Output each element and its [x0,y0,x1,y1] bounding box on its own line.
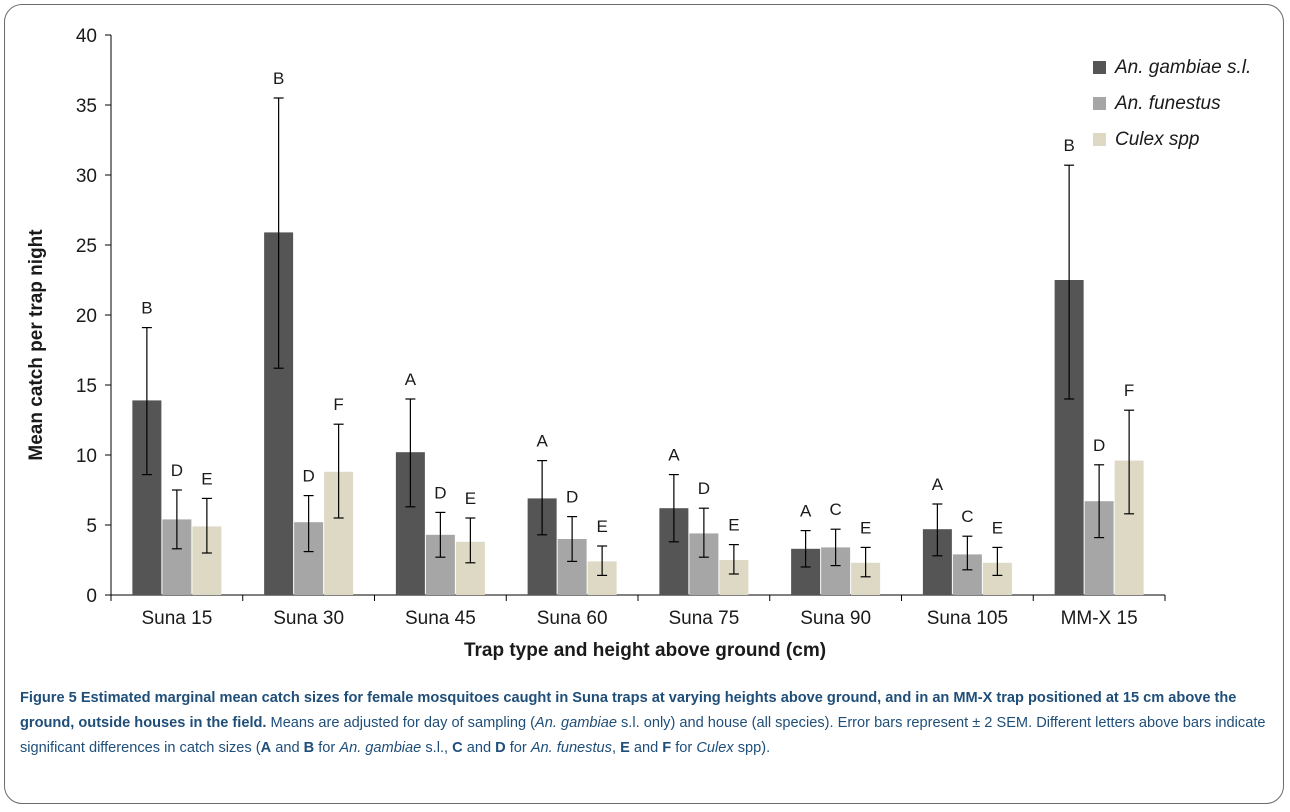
caption-text: and [629,740,663,756]
y-tick-label: 30 [76,166,97,187]
figure-label: Figure 5 [20,690,77,706]
caption-italic: An. funestus [530,740,612,756]
caption-bold: B [303,740,315,756]
legend-swatch [1093,61,1106,74]
figure-title: Estimated marginal mean catch sizes for … [20,690,1237,731]
bar-chart: 0 5 10 15 20 25 30 35 40 Suna 15 Suna 30 Suna 45 Sun… [26,26,1251,661]
x-tick-label: Suna 45 [405,608,476,629]
y-axis-label: Mean catch per trap night [26,229,47,461]
significance-letter: D [698,479,710,498]
x-tick-label: Suna 60 [537,608,608,629]
legend-swatch [1093,133,1106,146]
legend: An. gambiae s.l. An. funestus Culex spp [1093,57,1251,150]
caption-italic: An. gambiae [535,715,617,731]
x-tick-label: Suna 30 [273,608,344,629]
significance-letter: D [1093,436,1105,455]
significance-letter: D [302,467,314,486]
y-tick-label: 35 [76,96,97,117]
y-tick-label: 15 [76,376,97,397]
significance-letter: F [1124,381,1134,400]
legend-label: Culex spp [1115,129,1200,150]
significance-letter: E [596,517,607,536]
axes: 0 5 10 15 20 25 30 35 40 Suna 15 Suna 30 Suna 45 Sun… [76,26,1166,629]
y-tick-label: 0 [86,586,97,607]
caption-text: spp). [733,740,771,756]
x-tick-label: Suna 90 [800,608,871,629]
significance-letter: B [141,299,152,318]
x-axis-label: Trap type and height above ground (cm) [464,640,826,661]
figure-caption: Figure 5 Estimated marginal mean catch s… [20,686,1270,761]
x-tick-label: Suna 75 [668,608,739,629]
caption-text: s.l. only) and house (all species). Erro… [20,715,1266,756]
x-tick-label: Suna 105 [927,608,1008,629]
significance-letter: A [800,502,812,521]
y-tick-label: 5 [86,516,97,537]
caption-text: and [462,740,496,756]
significance-letter: E [201,469,212,488]
significance-letter: D [434,483,446,502]
significance-letter: B [273,69,284,88]
legend-label: An. funestus [1114,93,1221,114]
significance-letter: A [668,446,680,465]
caption-text: for [314,740,340,756]
caption-italic: An. gambiae [339,740,422,756]
caption-text: for [671,740,697,756]
significance-letter: C [961,507,973,526]
caption-text: Means are adjusted for day of sampling ( [266,715,535,731]
y-tick-label: 10 [76,446,97,467]
caption-bold: E [620,740,630,756]
caption-text: for [505,740,531,756]
significance-letter: C [829,500,841,519]
y-tick-label: 20 [76,306,97,327]
y-tick-label: 40 [76,26,97,47]
caption-text: s.l., [421,740,453,756]
x-tick-label: Suna 15 [141,608,212,629]
legend-swatch [1093,97,1106,110]
x-tick-label: MM-X 15 [1061,608,1138,629]
caption-bold: C [452,740,463,756]
significance-letter: E [728,516,739,535]
significance-letter: A [536,432,548,451]
legend-label: An. gambiae s.l. [1114,57,1251,78]
significance-letter: A [932,475,944,494]
caption-text: , [611,740,621,756]
y-tick-label: 25 [76,236,97,257]
significance-letter: D [171,461,183,480]
caption-text: and [271,740,304,756]
caption-bold: F [662,740,672,756]
caption-bold: A [260,740,272,756]
caption-italic: Culex [696,740,734,756]
significance-letter: E [465,489,476,508]
significance-letter: A [405,370,417,389]
significance-letter: B [1063,136,1074,155]
significance-letter: E [860,518,871,537]
significance-letter: D [566,488,578,507]
caption-bold: D [495,740,506,756]
significance-letter: E [992,518,1003,537]
significance-letter: F [333,395,343,414]
